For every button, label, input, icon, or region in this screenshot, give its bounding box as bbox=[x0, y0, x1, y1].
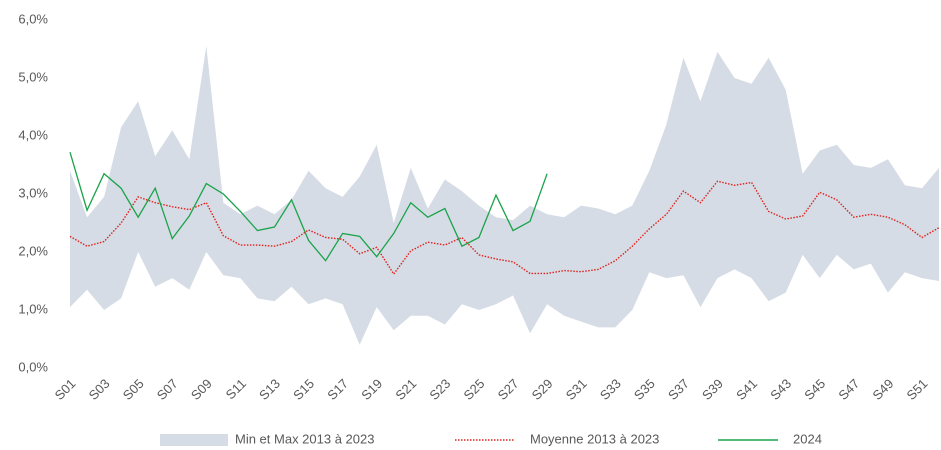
x-tick-label: S27 bbox=[495, 376, 522, 403]
x-tick-label: S01 bbox=[52, 376, 79, 403]
x-tick-label: S31 bbox=[563, 376, 590, 403]
y-tick-label: 6,0% bbox=[18, 11, 48, 26]
x-tick-label: S17 bbox=[324, 376, 351, 403]
x-tick-label: S13 bbox=[256, 376, 283, 403]
min-max-band bbox=[70, 46, 939, 345]
x-tick-label: S41 bbox=[733, 376, 760, 403]
x-tick-label: S49 bbox=[869, 376, 896, 403]
x-tick-label: S35 bbox=[631, 376, 658, 403]
y-tick-label: 1,0% bbox=[18, 301, 48, 316]
x-tick-label: S09 bbox=[188, 376, 215, 403]
x-tick-label: S25 bbox=[461, 376, 488, 403]
series-line bbox=[69, 180, 940, 276]
y-tick-label: 3,0% bbox=[18, 185, 48, 200]
legend-label: Moyenne 2013 à 2023 bbox=[530, 431, 659, 446]
x-tick-label: S39 bbox=[699, 376, 726, 403]
x-tick-label: S19 bbox=[358, 376, 385, 403]
x-tick-label: S29 bbox=[529, 376, 556, 403]
legend-label: Min et Max 2013 à 2023 bbox=[235, 431, 374, 446]
x-tick-label: S15 bbox=[290, 376, 317, 403]
x-tick-label: S33 bbox=[597, 376, 624, 403]
x-tick-label: S43 bbox=[767, 376, 794, 403]
y-tick-label: 0,0% bbox=[18, 359, 48, 374]
legend-swatch bbox=[160, 434, 228, 446]
x-tick-label: S45 bbox=[801, 376, 828, 403]
x-tick-label: S37 bbox=[665, 376, 692, 403]
y-tick-label: 4,0% bbox=[18, 127, 48, 142]
y-tick-label: 2,0% bbox=[18, 243, 48, 258]
x-tick-label: S21 bbox=[392, 376, 419, 403]
x-tick-label: S07 bbox=[154, 376, 181, 403]
series-line bbox=[69, 152, 548, 262]
y-tick-label: 5,0% bbox=[18, 69, 48, 84]
x-tick-label: S23 bbox=[426, 376, 453, 403]
x-tick-label: S05 bbox=[120, 376, 147, 403]
x-tick-label: S03 bbox=[86, 376, 113, 403]
legend-label: 2024 bbox=[793, 431, 822, 446]
x-tick-label: S51 bbox=[904, 376, 931, 403]
x-tick-label: S11 bbox=[223, 376, 249, 402]
x-tick-label: S47 bbox=[835, 376, 862, 403]
